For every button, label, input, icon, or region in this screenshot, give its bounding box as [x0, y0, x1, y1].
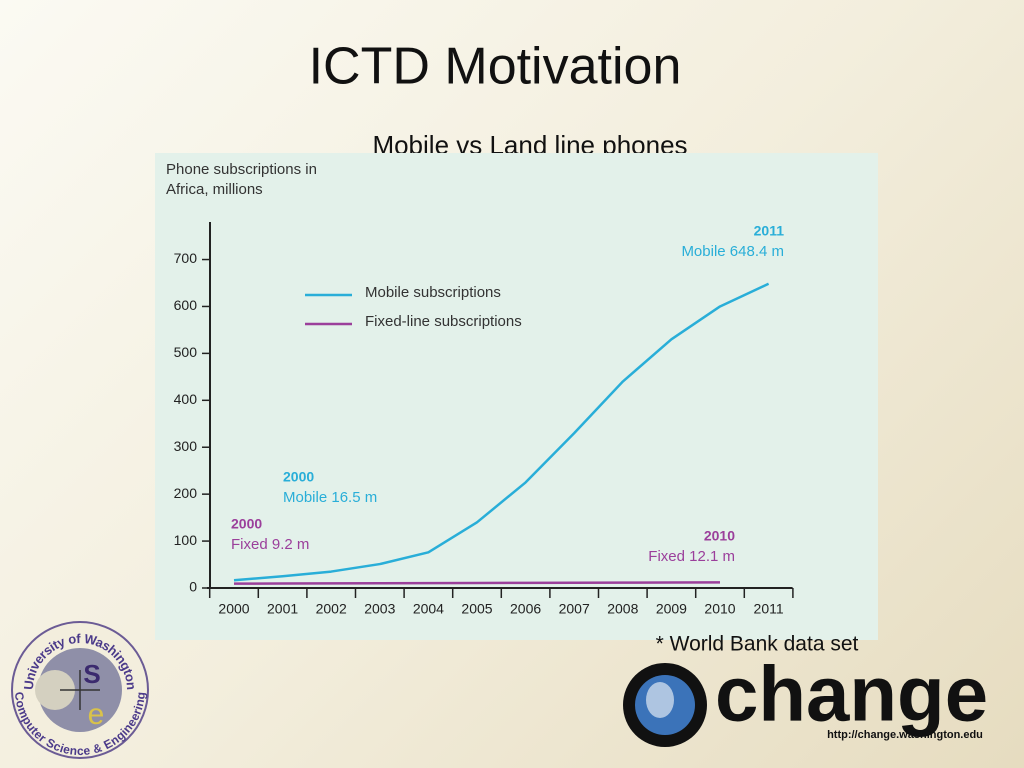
slide-title: ICTD Motivation [309, 38, 682, 96]
annotation-year: 2010 [704, 528, 735, 544]
x-tick-label: 2004 [413, 601, 444, 617]
x-tick-label: 2011 [754, 601, 784, 617]
x-tick-label: 2001 [267, 601, 298, 617]
x-tick-label: 2008 [607, 601, 638, 617]
series-line [233, 581, 721, 585]
uw-s: S [83, 659, 100, 689]
x-tick-label: 2002 [316, 601, 347, 617]
legend-label: Fixed-line subscriptions [365, 313, 522, 330]
footnote: * World Bank data set [656, 633, 859, 656]
legend-label: Mobile subscriptions [365, 284, 501, 301]
y-tick-label: 600 [174, 297, 198, 313]
chart-panel [155, 153, 878, 640]
annotation-text: Fixed 12.1 m [648, 548, 735, 565]
x-tick-label: 2005 [461, 601, 492, 617]
y-tick-label: 300 [174, 438, 198, 454]
x-tick-label: 2010 [704, 601, 735, 617]
y-tick-label: 500 [174, 344, 198, 360]
change-word: change [715, 650, 988, 738]
x-tick-label: 2003 [364, 601, 395, 617]
annotation-year: 2000 [283, 469, 314, 485]
change-land [646, 682, 674, 718]
uw-logo: S e University of Washington Computer Sc… [11, 621, 149, 759]
annotation-text: Fixed 9.2 m [231, 536, 309, 553]
annotation-year: 2011 [754, 223, 785, 239]
uw-e: e [88, 698, 105, 731]
uw-c [35, 670, 75, 710]
x-tick-label: 2007 [559, 601, 590, 617]
annotation-text: Mobile 16.5 m [283, 489, 377, 506]
change-logo: change http://change.washington.edu [623, 650, 988, 747]
x-tick-label: 2006 [510, 601, 541, 617]
y-tick-label: 700 [174, 250, 198, 266]
y-tick-label: 400 [174, 391, 198, 407]
annotation-year: 2000 [231, 516, 262, 532]
annotation-text: Mobile 648.4 m [681, 243, 784, 260]
x-tick-label: 2000 [218, 601, 249, 617]
chart-title: Phone subscriptions in Africa, millions [166, 161, 317, 198]
series-line [233, 282, 770, 582]
y-tick-label: 0 [189, 579, 197, 595]
x-tick-label: 2009 [656, 601, 687, 617]
y-tick-label: 100 [174, 532, 198, 548]
y-tick-label: 200 [174, 485, 198, 501]
change-url: http://change.washington.edu [827, 729, 983, 741]
